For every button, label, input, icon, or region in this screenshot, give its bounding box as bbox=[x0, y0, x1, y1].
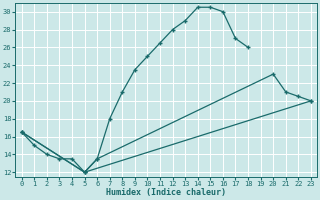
X-axis label: Humidex (Indice chaleur): Humidex (Indice chaleur) bbox=[106, 188, 226, 197]
